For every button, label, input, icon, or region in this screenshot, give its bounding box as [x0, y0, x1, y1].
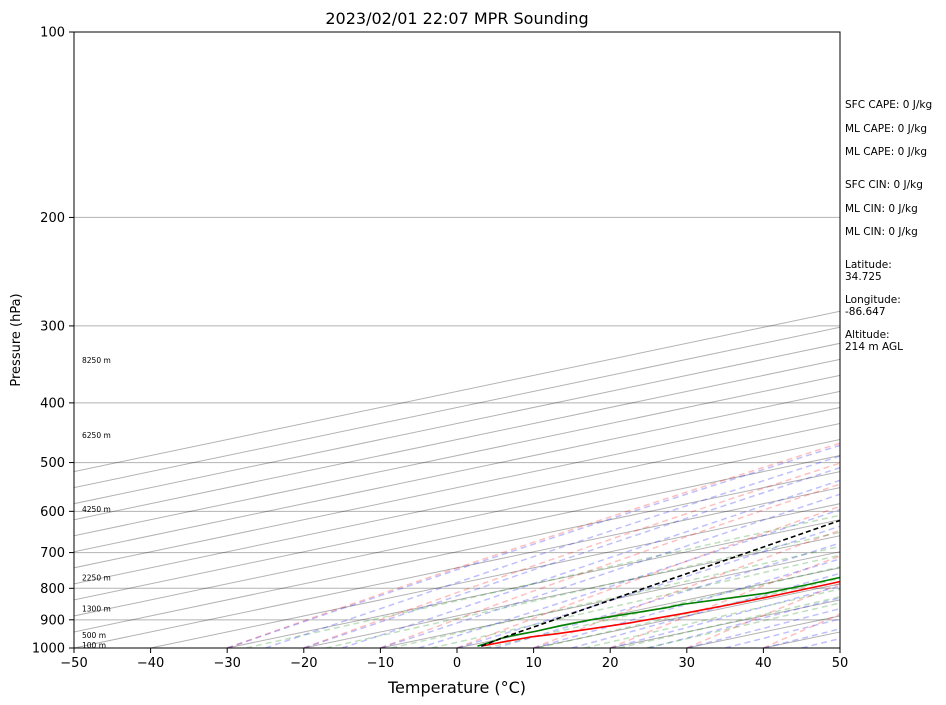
y-tick-label: 400 — [40, 396, 65, 411]
x-tick-label: 50 — [832, 656, 849, 671]
moist-adiabat-line — [226, 444, 840, 648]
y-tick-label: 500 — [40, 456, 65, 471]
dry-adiabat-line — [609, 555, 840, 648]
chart-title: 2023/02/01 22:07 MPR Sounding — [325, 9, 588, 28]
mixing-ratio-line — [646, 602, 840, 648]
reference-lines — [74, 32, 840, 648]
y-tick-label: 900 — [40, 613, 65, 628]
height-label: 6250 m — [82, 431, 111, 440]
isotherm-line — [74, 406, 840, 569]
x-tick-label: −40 — [137, 656, 164, 671]
x-tick-label: −20 — [290, 656, 317, 671]
y-tick-label: 600 — [40, 505, 65, 520]
info-text: Latitude: — [845, 259, 892, 271]
dewpoint-line — [477, 576, 840, 647]
mixing-ratio-line — [537, 577, 840, 648]
y-tick-label: 700 — [40, 546, 65, 561]
mixing-ratio-line — [584, 588, 840, 648]
mixing-ratio-line — [325, 531, 840, 648]
height-label: 500 m — [82, 631, 106, 640]
info-text: 34.725 — [845, 271, 882, 283]
mixing-ratio-line — [245, 514, 840, 648]
mixing-ratio-line — [391, 545, 840, 648]
info-text: Longitude: — [845, 294, 901, 306]
isotherm-line — [74, 487, 840, 648]
info-text: ML CAPE: 0 J/kg — [845, 146, 927, 158]
info-text: Altitude: — [845, 329, 890, 341]
mixing-ratio-line — [485, 566, 840, 648]
info-text: ML CIN: 0 J/kg — [845, 203, 918, 215]
y-axis: 100 200 300 400 500 600 700 800 900 1000 — [32, 26, 74, 657]
info-text: SFC CAPE: 0 J/kg — [845, 99, 932, 111]
x-tick-label: 40 — [755, 656, 772, 671]
isotherm-line — [74, 471, 840, 633]
isotherm-line — [74, 439, 840, 601]
isotherm-line — [74, 422, 840, 585]
x-axis-label: Temperature (°C) — [387, 678, 526, 697]
info-text: 214 m AGL — [845, 341, 903, 353]
y-axis-label: Pressure (hPa) — [9, 293, 24, 386]
moist-adiabat-line — [303, 466, 840, 648]
height-label: 2250 m — [82, 574, 111, 583]
x-tick-label: −50 — [60, 656, 87, 671]
isotherm-line — [74, 310, 840, 473]
moist-adiabat-line — [418, 508, 840, 648]
sounding-info-panel: SFC CAPE: 0 J/kg ML CAPE: 0 J/kg ML CAPE: … — [845, 99, 932, 353]
y-tick-label: 300 — [40, 319, 65, 334]
isotherm-line — [74, 455, 840, 617]
height-label: 1300 m — [82, 604, 111, 613]
isotherm-line — [227, 519, 840, 648]
dry-adiabat-line — [226, 442, 840, 648]
moist-adiabat-line — [341, 479, 840, 648]
x-tick-label: 30 — [679, 656, 696, 671]
temperature-line — [481, 580, 840, 647]
dry-adiabat-line — [686, 582, 840, 648]
isotherm-line — [303, 535, 840, 648]
info-text: SFC CIN: 0 J/kg — [845, 179, 923, 191]
isotherm-line — [150, 503, 840, 648]
dry-adiabat-line — [380, 483, 840, 648]
dry-adiabat-line — [456, 505, 840, 648]
isotherm-line — [74, 390, 840, 553]
moist-adiabat-line — [495, 542, 840, 648]
y-tick-label: 800 — [40, 582, 65, 597]
x-tick-label: −30 — [213, 656, 240, 671]
isotherm-line — [74, 326, 840, 489]
y-tick-label: 200 — [40, 211, 65, 226]
moist-adiabat-line — [265, 455, 840, 648]
x-tick-label: 10 — [525, 656, 542, 671]
mixing-ratio-line — [431, 554, 840, 648]
moist-adiabat-line — [648, 597, 840, 648]
height-label: 4250 m — [82, 505, 111, 514]
height-label: 8250 m — [82, 356, 111, 365]
parcel-path-line — [481, 519, 840, 647]
x-tick-label: 0 — [453, 656, 461, 671]
x-tick-label: 20 — [602, 656, 619, 671]
info-text: ML CAPE: 0 J/kg — [845, 123, 927, 135]
x-tick-label: −10 — [367, 656, 394, 671]
info-text: ML CIN: 0 J/kg — [845, 226, 918, 238]
series-layer — [477, 519, 840, 647]
height-label: 100 m — [82, 641, 106, 650]
mixing-ratio-line — [618, 596, 840, 648]
y-tick-label: 1000 — [32, 642, 65, 657]
y-tick-label: 100 — [40, 26, 65, 41]
x-axis: −50 −40 −30 −20 −10 0 10 20 30 40 50 — [60, 648, 848, 671]
info-text: -86.647 — [845, 306, 886, 318]
